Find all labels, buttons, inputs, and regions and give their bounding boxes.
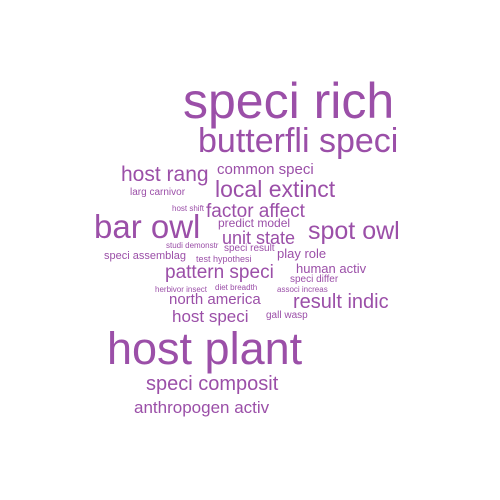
word-gall-wasp: gall wasp (266, 310, 308, 321)
word-speci-rich: speci rich (183, 73, 395, 129)
word-diet-breadth: diet breadth (215, 283, 258, 292)
word-speci-composit: speci composit (146, 373, 279, 395)
word-host-shift: host shift (172, 204, 205, 213)
word-local-extinct: local extinct (215, 176, 336, 202)
word-north-america: north america (169, 291, 261, 308)
word-speci-result: speci result (224, 243, 275, 254)
word-herbivor-insect: herbivor insect (155, 285, 208, 294)
word-spot-owl: spot owl (308, 217, 400, 245)
word-test-hypothesi: test hypothesi (196, 254, 252, 264)
word-pattern-speci: pattern speci (165, 262, 274, 283)
word-associ-increas: associ increas (277, 285, 328, 294)
word-unit-state: unit state (222, 228, 296, 248)
word-host-rang: host rang (121, 163, 209, 186)
word-host-plant: host plant (107, 323, 303, 374)
word-factor-affect: factor affect (206, 201, 305, 222)
word-larg-carnivor: larg carnivor (130, 187, 186, 198)
word-human-activ: human activ (296, 261, 367, 276)
word-host-speci: host speci (172, 307, 249, 326)
word-speci-assemblag: speci assemblag (104, 250, 186, 262)
word-studi-demonstr: studi demonstr (166, 241, 219, 250)
word-result-indic: result indic (293, 291, 389, 313)
word-butterfli-speci: butterfli speci (198, 122, 399, 160)
word-common-speci: common speci (217, 161, 314, 178)
word-bar-owl: bar owl (94, 208, 201, 245)
word-predict-model: predict model (218, 216, 291, 230)
word-anthropogen-activ: anthropogen activ (134, 398, 270, 417)
word-play-role: play role (277, 246, 327, 261)
word-speci-differ: speci differ (290, 274, 339, 285)
